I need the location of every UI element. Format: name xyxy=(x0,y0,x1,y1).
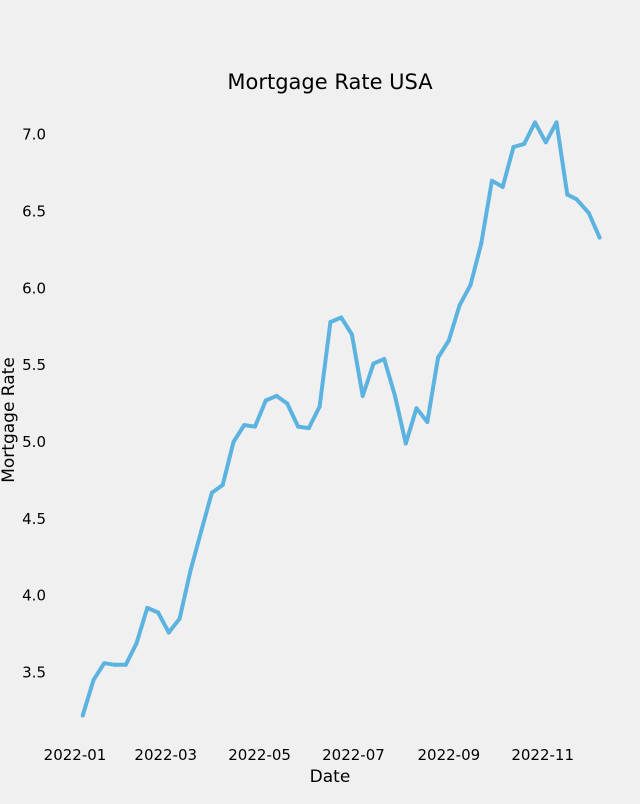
y-tick-label: 5.5 xyxy=(22,356,46,374)
data-point xyxy=(565,192,570,197)
data-point xyxy=(263,398,268,403)
data-point xyxy=(113,662,117,667)
y-tick-label: 5.0 xyxy=(22,433,46,451)
data-point xyxy=(145,605,150,610)
x-tick-label: 2022-09 xyxy=(418,746,481,764)
y-tick-label: 6.5 xyxy=(22,202,46,220)
data-point xyxy=(306,426,311,431)
data-point xyxy=(360,393,365,398)
data-point xyxy=(586,211,591,215)
data-point xyxy=(522,141,527,146)
data-point xyxy=(328,320,333,325)
x-tick-label: 2022-03 xyxy=(134,746,197,764)
data-point xyxy=(349,332,354,337)
data-point xyxy=(382,357,387,361)
data-point xyxy=(209,490,214,495)
data-point xyxy=(414,406,419,411)
y-tick-label: 6.0 xyxy=(22,279,46,297)
data-point xyxy=(543,140,548,145)
data-point xyxy=(339,315,344,320)
data-point xyxy=(296,424,301,429)
data-point xyxy=(274,393,279,398)
y-tick-label: 4.0 xyxy=(22,587,46,605)
data-point xyxy=(177,616,182,621)
data-point xyxy=(102,661,107,666)
data-point xyxy=(371,361,376,366)
data-point xyxy=(533,120,537,125)
chart-title: Mortgage Rate USA xyxy=(227,70,433,94)
x-axis-label: Date xyxy=(310,767,351,787)
data-point xyxy=(188,569,193,573)
data-point xyxy=(220,483,225,487)
data-point xyxy=(199,529,204,534)
x-tick-labels: 2022-01 2022-03 2022-05 2022-07 2022-09 2022-… xyxy=(44,746,574,764)
data-point xyxy=(285,401,290,406)
data-point xyxy=(317,404,322,409)
data-point xyxy=(91,678,96,683)
data-point xyxy=(425,420,430,424)
data-point xyxy=(500,184,505,189)
y-tick-labels: 3.5 4.0 4.5 5.0 5.5 6.0 6.5 7.0 xyxy=(22,126,46,682)
data-point xyxy=(242,423,247,428)
data-point xyxy=(511,145,516,149)
x-tick-label: 2022-05 xyxy=(228,746,291,764)
y-tick-label: 7.0 xyxy=(22,126,46,144)
y-tick-label: 3.5 xyxy=(22,663,46,681)
x-tick-label: 2022-01 xyxy=(44,746,107,764)
data-point xyxy=(156,610,161,615)
y-axis-label: Mortgage Rate xyxy=(0,357,19,483)
data-point xyxy=(479,241,484,246)
y-tick-label: 4.5 xyxy=(22,510,46,528)
data-point xyxy=(231,440,236,444)
x-tick-label: 2022-11 xyxy=(511,746,574,764)
data-point xyxy=(554,120,559,125)
data-point xyxy=(166,630,171,635)
data-point xyxy=(457,303,462,308)
data-point xyxy=(403,441,408,446)
data-point xyxy=(393,393,397,398)
data-point xyxy=(446,338,451,343)
x-tick-label: 2022-07 xyxy=(322,746,385,764)
data-point xyxy=(468,283,473,288)
data-point xyxy=(80,713,85,718)
data-point xyxy=(489,178,494,183)
data-point xyxy=(597,235,602,240)
data-point xyxy=(134,641,139,646)
series-layer xyxy=(80,120,602,718)
data-point xyxy=(436,355,441,360)
data-point xyxy=(253,424,257,429)
data-point xyxy=(123,662,128,667)
data-point xyxy=(574,197,579,202)
